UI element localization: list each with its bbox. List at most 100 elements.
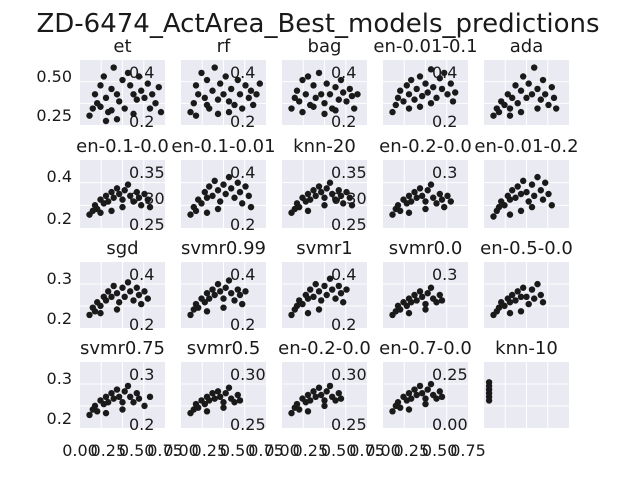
scatter-point	[113, 289, 121, 297]
scatter-point	[124, 69, 132, 77]
scatter-point	[321, 99, 328, 107]
scatter-point	[127, 288, 134, 295]
scatter-point	[351, 105, 358, 112]
scatter-point	[411, 96, 418, 103]
subplot-title: en-0.1-0.0	[76, 136, 169, 157]
scatter-point	[86, 112, 93, 119]
scatter-point	[304, 207, 312, 215]
scatter-point	[203, 408, 211, 415]
scatter-point	[403, 82, 410, 89]
scatter-point	[225, 98, 233, 105]
scatter-point	[548, 83, 555, 91]
scatter-point	[135, 194, 143, 201]
scatter-point	[141, 288, 148, 295]
subplot: rf 0.4 0.2	[181, 36, 266, 131]
scatter-point	[433, 395, 440, 402]
scatter-point	[214, 388, 222, 395]
x-tick-label: 0.00	[163, 441, 199, 460]
scatter-point	[326, 275, 334, 282]
scatter-point	[318, 297, 325, 304]
inset-tick-label: 0.4	[230, 63, 255, 82]
scatter-point	[321, 194, 328, 201]
scatter-point	[534, 105, 541, 112]
scatter-point	[239, 105, 246, 112]
x-tick-label: 0.25	[192, 441, 228, 460]
scatter-point	[520, 284, 527, 291]
scatter-point	[537, 291, 544, 299]
x-tick-label: 0.25	[293, 441, 329, 460]
scatter-point	[422, 80, 429, 87]
scatter-point	[310, 82, 317, 89]
scatter-point	[135, 395, 143, 402]
scatter-point	[220, 181, 227, 188]
scatter-point	[133, 96, 140, 103]
scatter-point	[228, 85, 235, 93]
inset-tick-label: 0.2	[432, 112, 457, 131]
scatter-point	[318, 188, 325, 196]
scatter-point	[343, 286, 350, 293]
scatter-point	[192, 207, 200, 215]
scatter-point	[545, 101, 552, 109]
scatter-point	[438, 196, 446, 203]
scatter-point	[548, 202, 555, 209]
scatter-point	[520, 177, 527, 185]
scatter-point	[192, 82, 200, 89]
inset-tick-label: 0.30	[230, 365, 266, 384]
scatter-point	[231, 101, 238, 109]
scatter-point	[321, 397, 328, 404]
scatter-point	[411, 386, 418, 393]
subplot: knn-20 0.35 0.30 0.25	[282, 136, 367, 234]
inset-tick-label: 0.3	[129, 365, 154, 384]
scatter-point	[119, 399, 126, 406]
scatter-point	[506, 105, 514, 112]
subplot-title: en-0.1-0.01	[171, 136, 275, 157]
scatter-point	[405, 192, 413, 200]
y-tick-label: 0.25	[36, 106, 72, 125]
y-tick-label: 0.4	[47, 167, 72, 186]
scatter-point	[337, 76, 345, 84]
scatter-point	[209, 286, 216, 293]
scatter-point	[436, 388, 443, 395]
scatter-point	[323, 185, 330, 192]
scatter-point	[528, 91, 536, 98]
x-tick-label: 0.00	[365, 441, 401, 460]
scatter-point	[337, 395, 345, 402]
scatter-point	[405, 389, 413, 397]
scatter-point	[422, 198, 429, 205]
inset-tick-label: 0.4	[129, 265, 154, 284]
scatter-point	[304, 190, 312, 198]
scatter-point	[394, 399, 402, 406]
subplot: knn-10	[484, 338, 569, 428]
scatter-point	[528, 181, 536, 188]
inset-tick-label: 0.2	[129, 112, 154, 131]
x-tick-label: 0.75	[248, 441, 284, 460]
scatter-point	[110, 395, 117, 402]
scatter-point	[291, 94, 298, 102]
scatter-point	[108, 188, 115, 196]
scatter-point	[127, 82, 134, 89]
scatter-point	[422, 205, 429, 213]
scatter-point	[220, 91, 227, 98]
scatter-point	[239, 200, 246, 207]
scatter-point	[110, 282, 117, 290]
scatter-point	[211, 177, 218, 185]
scatter-point	[438, 297, 446, 304]
scatter-point	[542, 91, 549, 98]
x-tick-label: 0.25	[394, 441, 430, 460]
scatter-point	[411, 291, 418, 299]
subplot-title: en-0.5-0.0	[480, 238, 573, 259]
scatter-point	[133, 188, 140, 196]
scatter-point	[444, 192, 451, 200]
scatter-point	[228, 289, 235, 297]
scatter-point	[113, 185, 121, 192]
scatter-point	[187, 108, 194, 116]
scatter-point	[100, 73, 108, 80]
scatter-point	[203, 76, 211, 84]
inset-tick-label: 0.4	[331, 63, 356, 82]
scatter-point	[422, 306, 429, 313]
scatter-point	[512, 297, 519, 304]
scatter-point	[242, 82, 249, 89]
scatter-point	[405, 209, 413, 216]
scatter-point	[236, 188, 244, 196]
scatter-point	[514, 99, 521, 107]
